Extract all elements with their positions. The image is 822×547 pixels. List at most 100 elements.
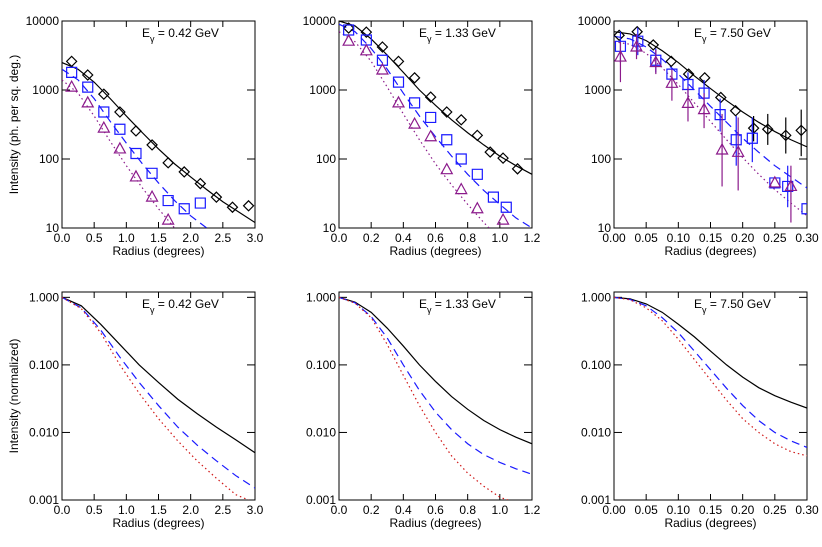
annotation-main: E	[142, 26, 150, 40]
annotation: Eγ = 1.33 GeV	[419, 26, 496, 44]
panel: 0.00 0.05 0.10 0.15 0.20 0.25 0.30 10 100 1000 100…	[578, 14, 819, 258]
data-point	[768, 175, 782, 188]
model-line	[62, 79, 176, 228]
y-tick-label: 100	[316, 152, 336, 166]
data-point	[65, 55, 78, 68]
x-tick-label: 0.25	[763, 231, 787, 245]
x-tick-label: 0.10	[667, 503, 691, 517]
data-point	[146, 167, 158, 179]
data-point	[497, 152, 509, 164]
x-tick-label: 0.5	[86, 231, 103, 245]
x-tick-label: 3.0	[247, 503, 264, 517]
plot-area	[614, 296, 807, 457]
annotation-sub: γ	[150, 305, 155, 315]
y-tick-label: 0.100	[29, 358, 59, 372]
data-point	[440, 106, 453, 118]
model-line	[339, 296, 509, 500]
x-tick-label: 2.5	[214, 503, 231, 517]
x-axis-label: Radius (degrees)	[112, 244, 204, 258]
x-tick-label: 0.0	[54, 231, 71, 245]
data-point	[698, 87, 710, 99]
data-point	[731, 145, 745, 157]
data-point	[455, 113, 468, 126]
y-axis-label: Intensity (ph. per sq. deg.)	[7, 55, 21, 194]
y-tick-label: 1.000	[306, 290, 336, 304]
data-point	[342, 22, 355, 34]
data-point	[665, 55, 678, 68]
model-line	[339, 296, 532, 475]
data-point	[630, 39, 644, 52]
data-point	[342, 33, 356, 46]
annotation-tail: = 7.50 GeV	[707, 297, 771, 311]
model-line	[62, 296, 249, 500]
y-tick-label: 0.010	[306, 425, 336, 439]
y-tick-label: 100	[39, 152, 59, 166]
y-tick-label: 100	[591, 152, 611, 166]
annotation: Eγ = 0.42 GeV	[142, 26, 219, 44]
data-point	[162, 156, 174, 169]
data-point	[178, 203, 190, 215]
annotation-sub: γ	[702, 305, 707, 315]
y-tick-label: 1.000	[29, 290, 59, 304]
x-tick-label: 1.0	[491, 231, 508, 245]
x-axis-label: Radius (degrees)	[389, 244, 481, 258]
model-line	[62, 296, 255, 454]
x-tick-label: 0.0	[54, 503, 71, 517]
data-point	[376, 41, 389, 53]
y-tick-label: 0.001	[306, 493, 336, 507]
x-tick-label: 0.8	[459, 503, 476, 517]
data-point	[470, 201, 484, 214]
data-point	[376, 54, 389, 66]
model-line	[614, 31, 807, 148]
x-tick-label: 0.00	[602, 231, 626, 245]
model-line	[62, 61, 255, 224]
annotation-sub: γ	[150, 34, 155, 44]
y-tick-label: 0.001	[581, 493, 611, 507]
data-point	[801, 203, 807, 215]
data-point	[795, 124, 807, 137]
data-point	[424, 91, 437, 103]
x-tick-label: 0.0	[331, 231, 348, 245]
x-tick-label: 0.0	[331, 503, 348, 517]
x-tick-label: 1.2	[524, 231, 541, 245]
y-tick-label: 10	[323, 221, 337, 235]
annotation-main: E	[419, 26, 427, 40]
data-point	[392, 76, 405, 88]
x-tick-label: 1.0	[118, 503, 135, 517]
data-point	[194, 177, 207, 190]
data-point	[697, 102, 711, 115]
x-tick-label: 0.20	[731, 503, 755, 517]
data-point	[614, 49, 627, 62]
model-line	[62, 296, 255, 489]
data-point	[649, 55, 663, 68]
data-point	[714, 91, 727, 104]
data-point	[484, 146, 497, 158]
plot-frame	[61, 20, 256, 229]
y-tick-label: 1000	[32, 83, 59, 97]
model-line	[339, 23, 532, 228]
plot-frame	[613, 291, 808, 501]
x-tick-label: 0.4	[395, 503, 412, 517]
annotation-main: E	[694, 26, 702, 40]
annotation-tail: = 1.33 GeV	[432, 26, 496, 40]
data-point	[82, 81, 94, 93]
panel: 0.0 0.2 0.4 0.6 0.8 1.0 1.2 10 100 1000 10000 Radiu…	[303, 14, 541, 258]
x-tick-label: 0.30	[795, 503, 819, 517]
data-point	[511, 162, 524, 175]
data-point	[113, 141, 127, 154]
data-point	[226, 201, 239, 214]
data-point	[360, 34, 372, 46]
data-point	[210, 191, 223, 203]
data-point	[682, 78, 694, 91]
model-line	[614, 296, 807, 457]
y-tick-label: 0.010	[29, 425, 59, 439]
data-point	[375, 62, 389, 75]
x-tick-label: 0.05	[634, 231, 658, 245]
model-line	[339, 31, 491, 228]
y-axis-label: Intensity (normalized)	[7, 339, 21, 454]
annotation: Eγ = 0.42 GeV	[142, 297, 219, 315]
data-point	[66, 66, 78, 78]
data-point	[391, 95, 406, 108]
